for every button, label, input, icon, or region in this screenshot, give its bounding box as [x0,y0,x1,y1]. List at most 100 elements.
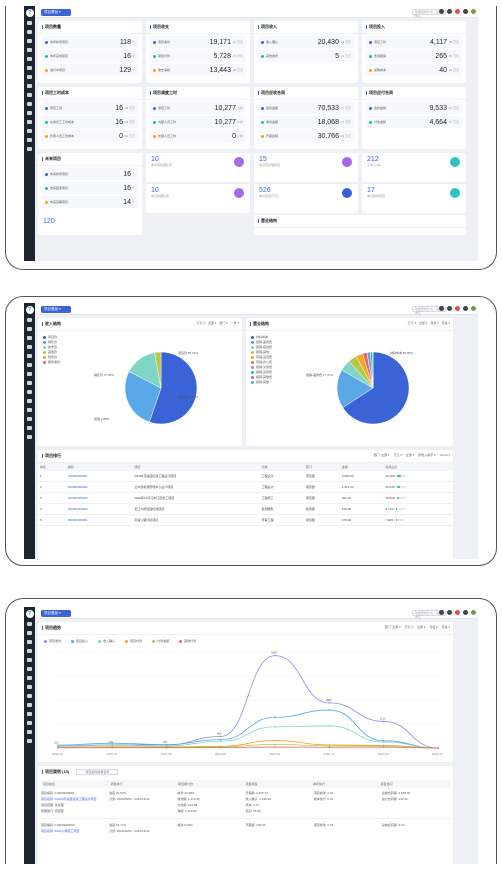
table-row[interactable]: 5 050000000001 高速公路环境项目 环保工程 项目部 470.00 7.92% [38,514,453,526]
nav-icon[interactable] [27,336,32,340]
filter-select[interactable]: 费用 ▾ [430,321,439,325]
code-cell[interactable]: 020000000002 [65,481,133,493]
nav-icon[interactable] [27,345,32,349]
filter-select[interactable]: 全部 ▾ [418,321,428,325]
notification-icon[interactable] [455,610,460,615]
code-cell[interactable]: 050000000001 [65,514,133,526]
nav-icon[interactable] [27,102,32,106]
code-cell[interactable]: 010000000001 [65,471,133,482]
kpi-card[interactable]: 526 本月费用(万元) [254,184,358,213]
app-logo[interactable]: ? [25,9,34,17]
phone-icon[interactable] [447,306,452,311]
nav-icon[interactable] [27,712,32,716]
nav-icon[interactable] [27,84,32,88]
app-logo[interactable]: ? [25,610,34,618]
filter-select[interactable]: 万元 ▾ [196,321,205,325]
nav-icon[interactable] [27,408,32,412]
nav-icon[interactable] [27,48,32,52]
filter-select[interactable]: 万元 ▾ [404,625,413,629]
nav-icon[interactable] [27,631,32,635]
project-select[interactable]: 项目看板 ▾ [41,306,71,313]
nav-icon[interactable] [27,39,32,43]
nav-icon[interactable] [27,57,32,61]
legend-item[interactable]: 项目付款 [125,639,142,643]
filter-select[interactable]: 部门 ▾ [219,321,228,325]
nav-icon[interactable] [27,138,32,142]
filter-select[interactable]: 全部 ▾ [405,453,415,457]
nav-icon[interactable] [27,640,32,644]
legend-item[interactable]: 项目投入 [71,639,88,643]
table-row[interactable]: 1 010000000001 G3105高速连接线工程设计项目 工程设计 项目部 2,56… [38,471,453,482]
help-icon[interactable] [463,306,468,311]
kpi-card[interactable]: 212 工时(小时) [362,153,466,182]
search-input[interactable]: 功能查找什么，请在此中心 [412,610,446,619]
item-name[interactable]: 项目名称: 2021川桥施工项目 [41,829,80,833]
nav-icon[interactable] [27,120,32,124]
legend-item[interactable]: 收入确认 [98,639,115,643]
phone-icon[interactable] [447,610,452,615]
filter-select[interactable]: 全部 ▾ [416,625,426,629]
nav-icon[interactable] [27,622,32,626]
nav-icon[interactable] [27,93,32,97]
nav-icon[interactable] [27,75,32,79]
filter-select[interactable]: 万元 ▾ [407,321,416,325]
notification-icon[interactable] [455,306,460,311]
nav-icon[interactable] [27,399,32,403]
list-search-input[interactable]: 项目编码或者名称 [76,769,119,775]
filter-select[interactable]: 部门: 全部 ▾ [373,453,390,457]
filter-select[interactable]: Top10 ▾ [439,453,450,457]
filter-select[interactable]: 万元 ▾ [393,453,402,457]
message-icon[interactable] [439,306,444,311]
table-row[interactable]: 3 040000000004 2020年12月污水口区施工项目 工程施工 项目部 942.… [38,492,453,504]
nav-icon[interactable] [27,739,32,743]
nav-icon[interactable] [27,721,32,725]
filter-select[interactable]: 年度 ▾ [441,321,450,325]
nav-icon[interactable] [27,730,32,734]
filter-select[interactable]: 月度 ▾ [429,625,438,629]
nav-icon[interactable] [27,694,32,698]
legend-item[interactable]: 其他付款 [179,639,196,643]
avatar[interactable] [471,9,476,14]
nav-icon[interactable] [27,685,32,689]
table-row[interactable]: 2 020000000002 兰州创新港现场中心设计项目 工程设计 项目部 1,521.0… [38,481,453,493]
kpi-card[interactable]: 10 本月延期任务 [146,184,250,213]
table-header[interactable]: 编码 [65,463,133,471]
search-input[interactable]: 功能查找什么，请在此中心 [412,9,446,18]
table-header[interactable]: 部门 [303,463,340,471]
table-header[interactable]: 分类 [259,463,304,471]
nav-icon[interactable] [27,372,32,376]
kpi-card[interactable]: 15 本月待处理项目 [254,153,358,182]
nav-icon[interactable] [27,318,32,322]
table-header[interactable]: 完成占比 [383,463,453,471]
legend-item[interactable]: 项目收款 [44,639,61,643]
filter-select[interactable]: 一级 ▾ [230,321,239,325]
nav-icon[interactable] [27,649,32,653]
project-select[interactable]: 项目看板 ▾ [41,9,71,16]
nav-icon[interactable] [27,390,32,394]
nav-icon[interactable] [27,703,32,707]
kpi-card[interactable]: 17 本月新增项目 [362,184,466,213]
help-icon[interactable] [463,610,468,615]
list-item[interactable]: 项目编码: 010000000001 项目名称: G3105高速连接线工程设计项目… [41,790,450,814]
filter-select[interactable]: 年度 ▾ [441,625,450,629]
nav-icon[interactable] [27,363,32,367]
nav-icon[interactable] [27,30,32,34]
list-item[interactable]: 项目编码: 010000000002 项目名称: 2021川桥施工项目 进度 16… [41,818,450,834]
table-header[interactable]: 排名 [38,463,66,471]
help-icon[interactable] [463,9,468,14]
nav-icon[interactable] [27,381,32,385]
kpi-card[interactable]: 10 本月待处理任务 [146,153,250,182]
filter-select[interactable]: 部门: 全部 ▾ [384,625,401,629]
nav-icon[interactable] [27,129,32,133]
code-cell[interactable]: 040000000004 [65,492,133,504]
nav-icon[interactable] [27,435,32,439]
nav-icon[interactable] [27,111,32,115]
nav-icon[interactable] [27,667,32,671]
table-header[interactable]: 项目 [132,463,260,471]
avatar[interactable] [471,610,476,615]
code-cell[interactable]: 040000000003 [65,503,133,515]
nav-icon[interactable] [27,676,32,680]
nav-icon[interactable] [27,66,32,70]
filter-select[interactable]: 全部 ▾ [207,321,217,325]
phone-icon[interactable] [447,9,452,14]
